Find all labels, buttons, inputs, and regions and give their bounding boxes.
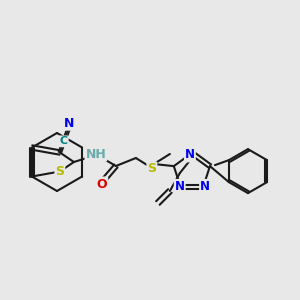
Text: N: N [64, 117, 75, 130]
Text: N: N [200, 180, 210, 193]
Text: NH: NH [85, 148, 106, 160]
Text: N: N [175, 180, 185, 193]
Text: C: C [60, 136, 68, 146]
Text: N: N [185, 148, 195, 161]
Text: S: S [56, 165, 64, 178]
Text: S: S [147, 163, 156, 176]
Text: O: O [97, 178, 107, 190]
